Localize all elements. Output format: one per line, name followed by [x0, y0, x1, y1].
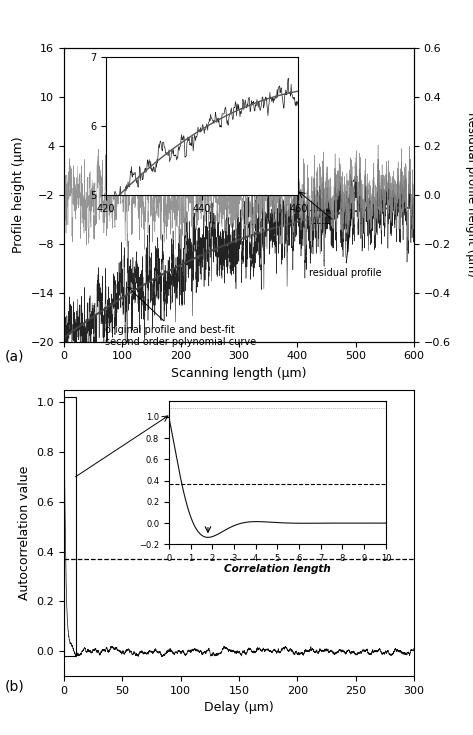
X-axis label: Delay (μm): Delay (μm) [204, 701, 274, 714]
X-axis label: Scanning length (μm): Scanning length (μm) [171, 367, 307, 380]
Text: residual profile: residual profile [309, 178, 382, 279]
Bar [309, 210, 332, 223]
Text: original profile and best-fit
second order polynomial curve: original profile and best-fit second ord… [105, 287, 256, 347]
Y-axis label: Autocorrelation value: Autocorrelation value [18, 466, 31, 600]
Bar [64, 397, 76, 656]
X-axis label: Correlation length: Correlation length [224, 564, 331, 575]
Y-axis label: Residual profile height (μm): Residual profile height (μm) [464, 112, 473, 277]
Text: (a): (a) [5, 349, 24, 363]
Y-axis label: Profile height (μm): Profile height (μm) [12, 137, 25, 253]
Text: (b): (b) [5, 680, 25, 694]
